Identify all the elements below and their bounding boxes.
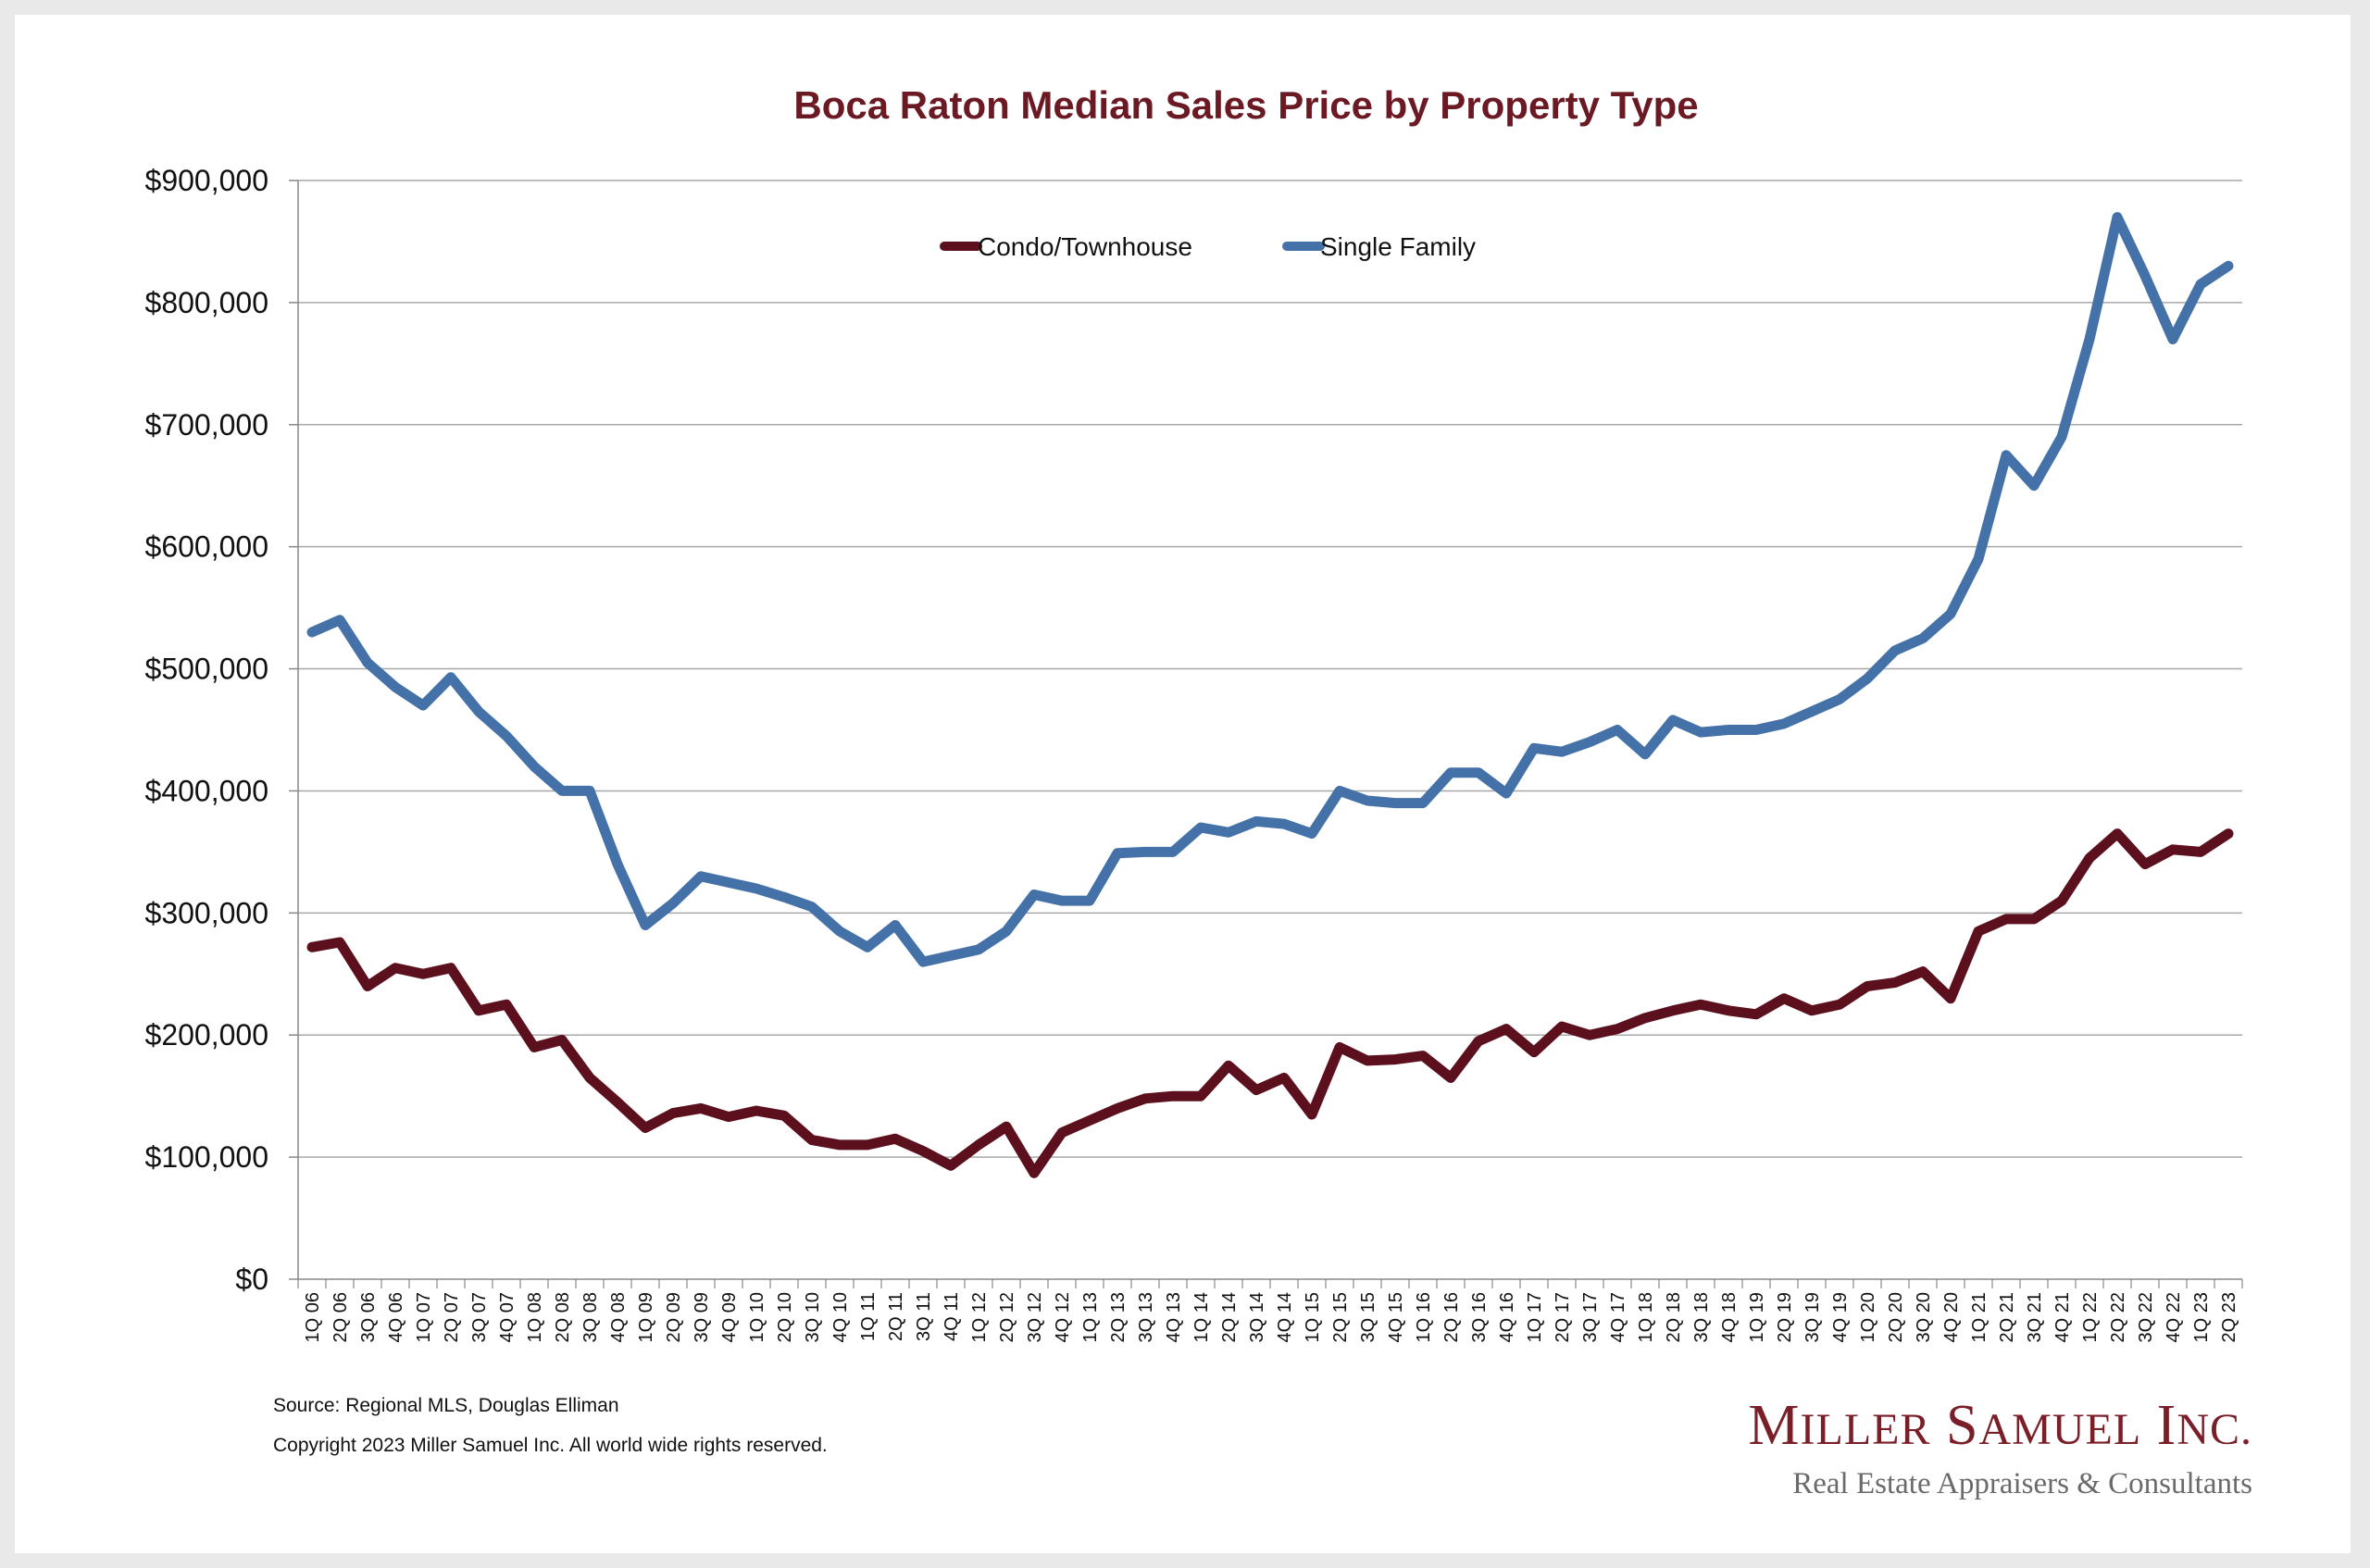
x-tick-label: 3Q 07 [469, 1292, 490, 1342]
x-tick-label: 1Q 06 [303, 1292, 323, 1342]
x-tick-label: 1Q 12 [969, 1292, 990, 1342]
x-tick-label: 1Q 10 [747, 1292, 767, 1342]
x-tick-label: 4Q 16 [1497, 1292, 1517, 1342]
x-tick-label: 3Q 16 [1469, 1292, 1490, 1342]
x-tick-label: 2Q 06 [331, 1292, 351, 1342]
x-tick-label: 3Q 22 [2136, 1292, 2156, 1342]
y-tick-label: $500,000 [145, 653, 268, 686]
x-tick-label: 3Q 09 [692, 1292, 712, 1342]
copyright-note: Copyright 2023 Miller Samuel Inc. All wo… [273, 1435, 828, 1456]
x-tick-label: 4Q 11 [942, 1292, 962, 1341]
x-tick-label: 2Q 11 [886, 1292, 906, 1341]
company-logo: MILLER SAMUEL INC. [1748, 1394, 2252, 1457]
x-tick-label: 4Q 20 [1941, 1292, 1962, 1342]
x-tick-label: 3Q 18 [1691, 1292, 1712, 1342]
y-tick-label: $700,000 [145, 408, 268, 442]
x-tick-label: 1Q 19 [1747, 1292, 1767, 1342]
x-tick-label: 2Q 07 [442, 1292, 462, 1342]
x-tick-label: 2Q 12 [997, 1292, 1017, 1342]
x-tick-label: 4Q 06 [386, 1292, 406, 1342]
series-line-single-family [306, 212, 2234, 967]
x-tick-label: 3Q 21 [2025, 1292, 2045, 1342]
x-tick-label: 4Q 07 [497, 1292, 518, 1342]
x-tick-label: 3Q 20 [1914, 1292, 1934, 1342]
x-tick-label: 2Q 15 [1330, 1292, 1351, 1342]
x-tick-label: 2Q 22 [2108, 1292, 2128, 1342]
legend-label: Condo/Townhouse [978, 232, 1192, 261]
gridlines [298, 180, 2242, 1158]
x-tick-label: 1Q 14 [1191, 1292, 1212, 1342]
x-tick-label: 1Q 16 [1414, 1292, 1434, 1342]
x-tick-label: 3Q 10 [803, 1292, 823, 1342]
y-tick-label: $100,000 [145, 1140, 268, 1174]
x-tick-label: 1Q 13 [1080, 1292, 1101, 1342]
x-tick-label: 3Q 17 [1580, 1292, 1601, 1342]
x-tick-label: 2Q 09 [664, 1292, 684, 1342]
x-tick-label: 4Q 10 [830, 1292, 851, 1342]
legend: Condo/Townhouse Single Family [940, 232, 1476, 261]
x-tick-label: 3Q 12 [1025, 1292, 1045, 1342]
x-axis-ticks: 1Q 06 2Q 06 3Q 06 4Q 06 1Q 07 2Q 07 3Q 07 4Q 07… [303, 1292, 2239, 1342]
x-tick-label: 1Q 07 [414, 1292, 434, 1342]
x-tick-label: 1Q 22 [2080, 1292, 2101, 1342]
x-tick-label: 4Q 17 [1608, 1292, 1628, 1342]
x-tick-label: 4Q 21 [2052, 1292, 2073, 1342]
x-tick-label: 3Q 19 [1802, 1292, 1823, 1342]
x-tick-label: 2Q 13 [1108, 1292, 1129, 1342]
x-tick-label: 2Q 10 [775, 1292, 795, 1342]
legend-label: Single Family [1320, 232, 1476, 261]
x-tick-label: 2Q 21 [1997, 1292, 2017, 1342]
x-tick-label: 1Q 11 [858, 1292, 879, 1341]
axes [289, 180, 2243, 1288]
x-tick-label: 2Q 17 [1553, 1292, 1573, 1342]
x-tick-label: 2Q 16 [1441, 1292, 1462, 1342]
x-tick-label: 4Q 13 [1164, 1292, 1184, 1342]
company-tagline: Real Estate Appraisers & Consultants [1792, 1467, 2252, 1500]
x-tick-label: 1Q 08 [525, 1292, 545, 1342]
source-note: Source: Regional MLS, Douglas Elliman [273, 1395, 619, 1416]
y-tick-label: $0 [235, 1263, 268, 1296]
x-tick-label: 1Q 09 [636, 1292, 656, 1342]
x-tick-label: 4Q 12 [1053, 1292, 1073, 1342]
x-tick-label: 3Q 13 [1136, 1292, 1156, 1342]
y-tick-label: $400,000 [145, 774, 268, 807]
x-tick-label: 3Q 08 [580, 1292, 601, 1342]
y-tick-label: $300,000 [145, 896, 268, 929]
x-tick-label: 4Q 08 [608, 1292, 629, 1342]
x-tick-label: 3Q 11 [914, 1292, 934, 1341]
y-tick-label: $800,000 [145, 286, 268, 319]
x-tick-label: 2Q 18 [1664, 1292, 1684, 1342]
y-tick-label: $900,000 [145, 164, 268, 197]
y-tick-label: $200,000 [145, 1018, 268, 1052]
x-tick-label: 4Q 18 [1719, 1292, 1740, 1342]
x-tick-label: 1Q 17 [1525, 1292, 1545, 1342]
chart-frame [15, 15, 2351, 1553]
series-lines [306, 212, 2234, 1178]
x-tick-label: 2Q 08 [553, 1292, 573, 1342]
x-tick-label: 3Q 15 [1358, 1292, 1378, 1342]
x-tick-label: 1Q 18 [1636, 1292, 1656, 1342]
x-tick-label: 4Q 15 [1386, 1292, 1406, 1342]
chart-title: Boca Raton Median Sales Price by Propert… [793, 83, 1699, 127]
x-tick-label: 1Q 23 [2191, 1292, 2212, 1342]
y-axis-ticks: $0 $100,000 $200,000 $300,000 $400,000 $500,0… [145, 164, 268, 1296]
x-tick-label: 4Q 14 [1275, 1292, 1295, 1342]
x-tick-label: 1Q 21 [1969, 1292, 1990, 1342]
x-tick-label: 2Q 19 [1775, 1292, 1795, 1342]
y-tick-label: $600,000 [145, 530, 268, 564]
x-tick-label: 2Q 14 [1219, 1292, 1240, 1342]
x-tick-label: 1Q 15 [1303, 1292, 1323, 1342]
series-line-condo-townhouse [306, 828, 2234, 1178]
x-tick-label: 2Q 20 [1886, 1292, 1906, 1342]
x-tick-label: 1Q 20 [1858, 1292, 1878, 1342]
x-tick-label: 3Q 14 [1247, 1292, 1267, 1342]
x-tick-label: 2Q 23 [2219, 1292, 2239, 1342]
x-tick-label: 4Q 09 [719, 1292, 740, 1342]
x-tick-label: 4Q 19 [1830, 1292, 1851, 1342]
x-tick-label: 4Q 22 [2164, 1292, 2184, 1342]
x-tick-label: 3Q 06 [358, 1292, 379, 1342]
